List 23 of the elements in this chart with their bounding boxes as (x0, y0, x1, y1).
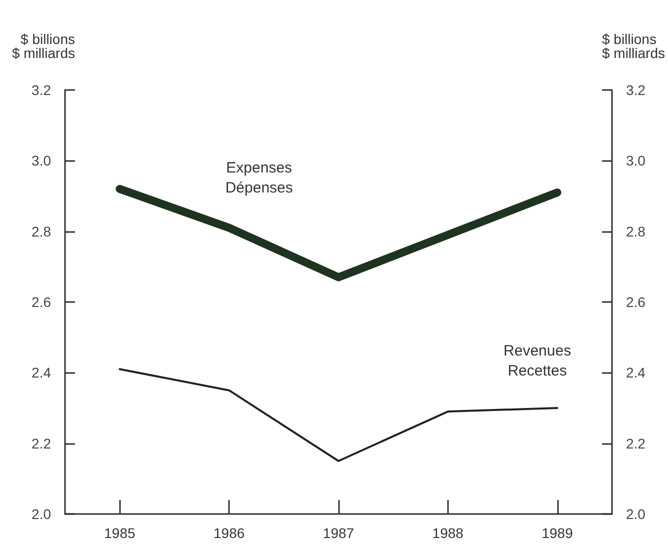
y2-axis-title: $ billions $ milliards (602, 31, 665, 61)
text: Revenues Recettes (504, 342, 572, 380)
x-tick-label: 1988 (432, 525, 464, 541)
x-tick-label: 1986 (214, 525, 245, 541)
series-label: Expenses Dépenses (225, 159, 293, 196)
y-tick-label: 2.0 (32, 506, 52, 522)
y2-tick-label: 2.2 (626, 435, 646, 452)
y-tick-label: 2.8 (32, 223, 52, 240)
y-tick-label: 2.4 (32, 364, 52, 381)
y-tick-label: 3.2 (32, 82, 52, 98)
y-tick-label: 3.0 (32, 152, 52, 169)
y2-tick-label: 2.0 (626, 506, 646, 522)
y2-tick-label: 2.6 (626, 294, 646, 310)
y2-tick-label: 3.0 (626, 152, 646, 169)
x-tick-label: 1985 (104, 525, 136, 541)
y-tick-label: 2.6 (32, 294, 52, 310)
x-tick-label: 1989 (542, 525, 574, 541)
y2-tick-label: 2.4 (626, 364, 646, 381)
x-tick-label: 1987 (322, 525, 354, 541)
y2-tick-label: 2.8 (626, 223, 646, 240)
y-tick-label: 2.2 (32, 435, 52, 452)
y2-tick-label: 3.2 (626, 82, 646, 98)
y-axis-title: $ billions $ milliards (12, 31, 75, 61)
